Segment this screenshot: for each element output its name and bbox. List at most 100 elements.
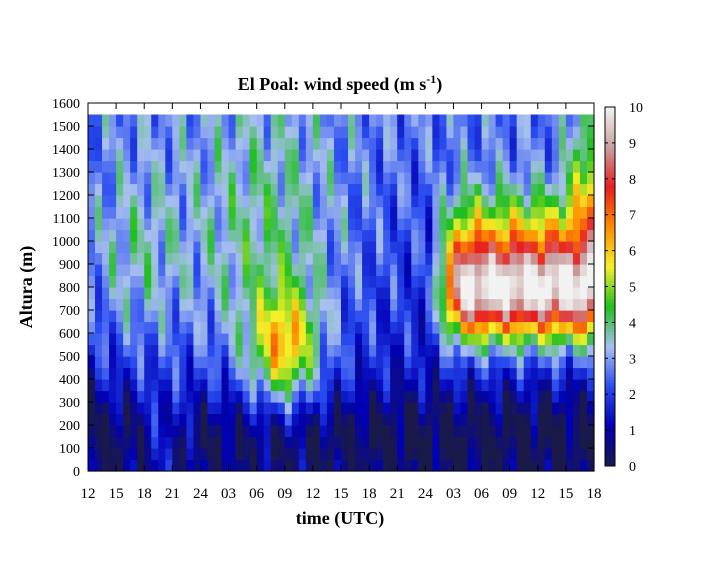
heatmap-cell: [277, 425, 286, 438]
heatmap-cell: [172, 310, 180, 323]
heatmap-cell: [586, 459, 595, 472]
heatmap-cell: [256, 379, 265, 392]
heatmap-cell: [537, 183, 546, 196]
heatmap-cell: [158, 436, 166, 449]
heatmap-cell: [397, 379, 405, 392]
colorbar-swatch: [605, 259, 615, 264]
heatmap-cell: [88, 183, 96, 196]
heatmap-cell: [516, 333, 525, 346]
heatmap-cell: [165, 229, 173, 242]
heatmap-cell: [277, 195, 286, 208]
heatmap-cell: [298, 183, 307, 196]
heatmap-cell: [130, 413, 138, 426]
heatmap-cell: [355, 275, 363, 288]
heatmap-cell: [397, 126, 405, 139]
heatmap-cell: [432, 333, 440, 346]
heatmap-cell: [312, 149, 321, 162]
heatmap-cell: [242, 218, 251, 231]
heatmap-cell: [355, 241, 363, 254]
heatmap-cell: [200, 206, 209, 219]
heatmap-cell: [249, 436, 258, 449]
heatmap-cell: [439, 448, 448, 461]
heatmap-cell: [411, 298, 419, 311]
heatmap-cell: [284, 264, 293, 277]
heatmap-cell: [495, 252, 504, 265]
heatmap-cell: [270, 126, 279, 139]
colorbar-swatch: [605, 226, 615, 231]
heatmap-cell: [235, 321, 244, 334]
heatmap-cell: [446, 264, 455, 277]
heatmap-cell: [530, 160, 539, 173]
heatmap-cell: [130, 195, 138, 208]
heatmap-cell: [165, 390, 173, 403]
heatmap-cell: [348, 229, 356, 242]
heatmap-cell: [572, 367, 581, 380]
heatmap-cell: [249, 241, 258, 254]
heatmap-cell: [383, 114, 391, 127]
colorbar-swatch: [605, 352, 615, 356]
heatmap-cell: [397, 413, 405, 426]
heatmap-cell: [488, 241, 497, 254]
heatmap-cell: [284, 275, 293, 288]
heatmap-cell: [333, 264, 342, 277]
heatmap-cell: [439, 413, 448, 426]
colorbar-swatch: [605, 367, 615, 371]
heatmap-cell: [397, 390, 405, 403]
heatmap-cell: [179, 160, 187, 173]
heatmap-cell: [242, 436, 251, 449]
heatmap-cell: [509, 172, 518, 185]
colorbar-swatch: [605, 313, 615, 317]
heatmap-cell: [467, 344, 476, 357]
heatmap-cell: [228, 413, 237, 426]
heatmap-cell: [319, 114, 328, 127]
heatmap-cell: [312, 264, 321, 277]
heatmap-cell: [179, 448, 187, 461]
heatmap-cell: [158, 114, 166, 127]
heatmap-cell: [95, 275, 103, 288]
heatmap-cell: [572, 459, 581, 472]
heatmap-cell: [551, 390, 560, 403]
heatmap-cell: [95, 367, 103, 380]
heatmap-cell: [291, 241, 300, 254]
heatmap-cell: [284, 218, 293, 231]
heatmap-cell: [432, 195, 440, 208]
heatmap-cell: [193, 287, 202, 300]
heatmap-cell: [242, 126, 251, 139]
heatmap-cell: [200, 160, 209, 173]
heatmap-cell: [488, 218, 497, 231]
heatmap-cell: [298, 390, 307, 403]
heatmap-cell: [502, 275, 511, 288]
heatmap-cell: [102, 379, 110, 392]
heatmap-cell: [88, 367, 96, 380]
heatmap-cell: [579, 160, 588, 173]
heatmap-cell: [411, 402, 419, 415]
heatmap-cell: [348, 436, 356, 449]
heatmap-cell: [256, 367, 265, 380]
heatmap-cell: [439, 459, 448, 472]
x-tick-label: 18: [362, 486, 377, 502]
heatmap-cell: [144, 344, 152, 357]
heatmap-cell: [228, 448, 237, 461]
heatmap-cell: [453, 344, 462, 357]
heatmap-cell: [481, 436, 490, 449]
heatmap-cell: [530, 149, 539, 162]
heatmap-cell: [284, 413, 293, 426]
heatmap-cell: [481, 379, 490, 392]
heatmap-cell: [298, 333, 307, 346]
heatmap-cell: [200, 264, 209, 277]
heatmap-cell: [348, 344, 356, 357]
heatmap-cell: [509, 218, 518, 231]
heatmap-cell: [418, 229, 426, 242]
heatmap-cell: [305, 344, 314, 357]
heatmap-cell: [516, 310, 525, 323]
heatmap-cell: [509, 114, 518, 127]
heatmap-cell: [516, 183, 525, 196]
heatmap-cell: [537, 344, 546, 357]
heatmap-cell: [544, 379, 553, 392]
heatmap-cell: [186, 367, 195, 380]
heatmap-cell: [404, 137, 412, 150]
heatmap-cell: [284, 436, 293, 449]
heatmap-cell: [333, 218, 342, 231]
heatmap-cell: [207, 448, 216, 461]
